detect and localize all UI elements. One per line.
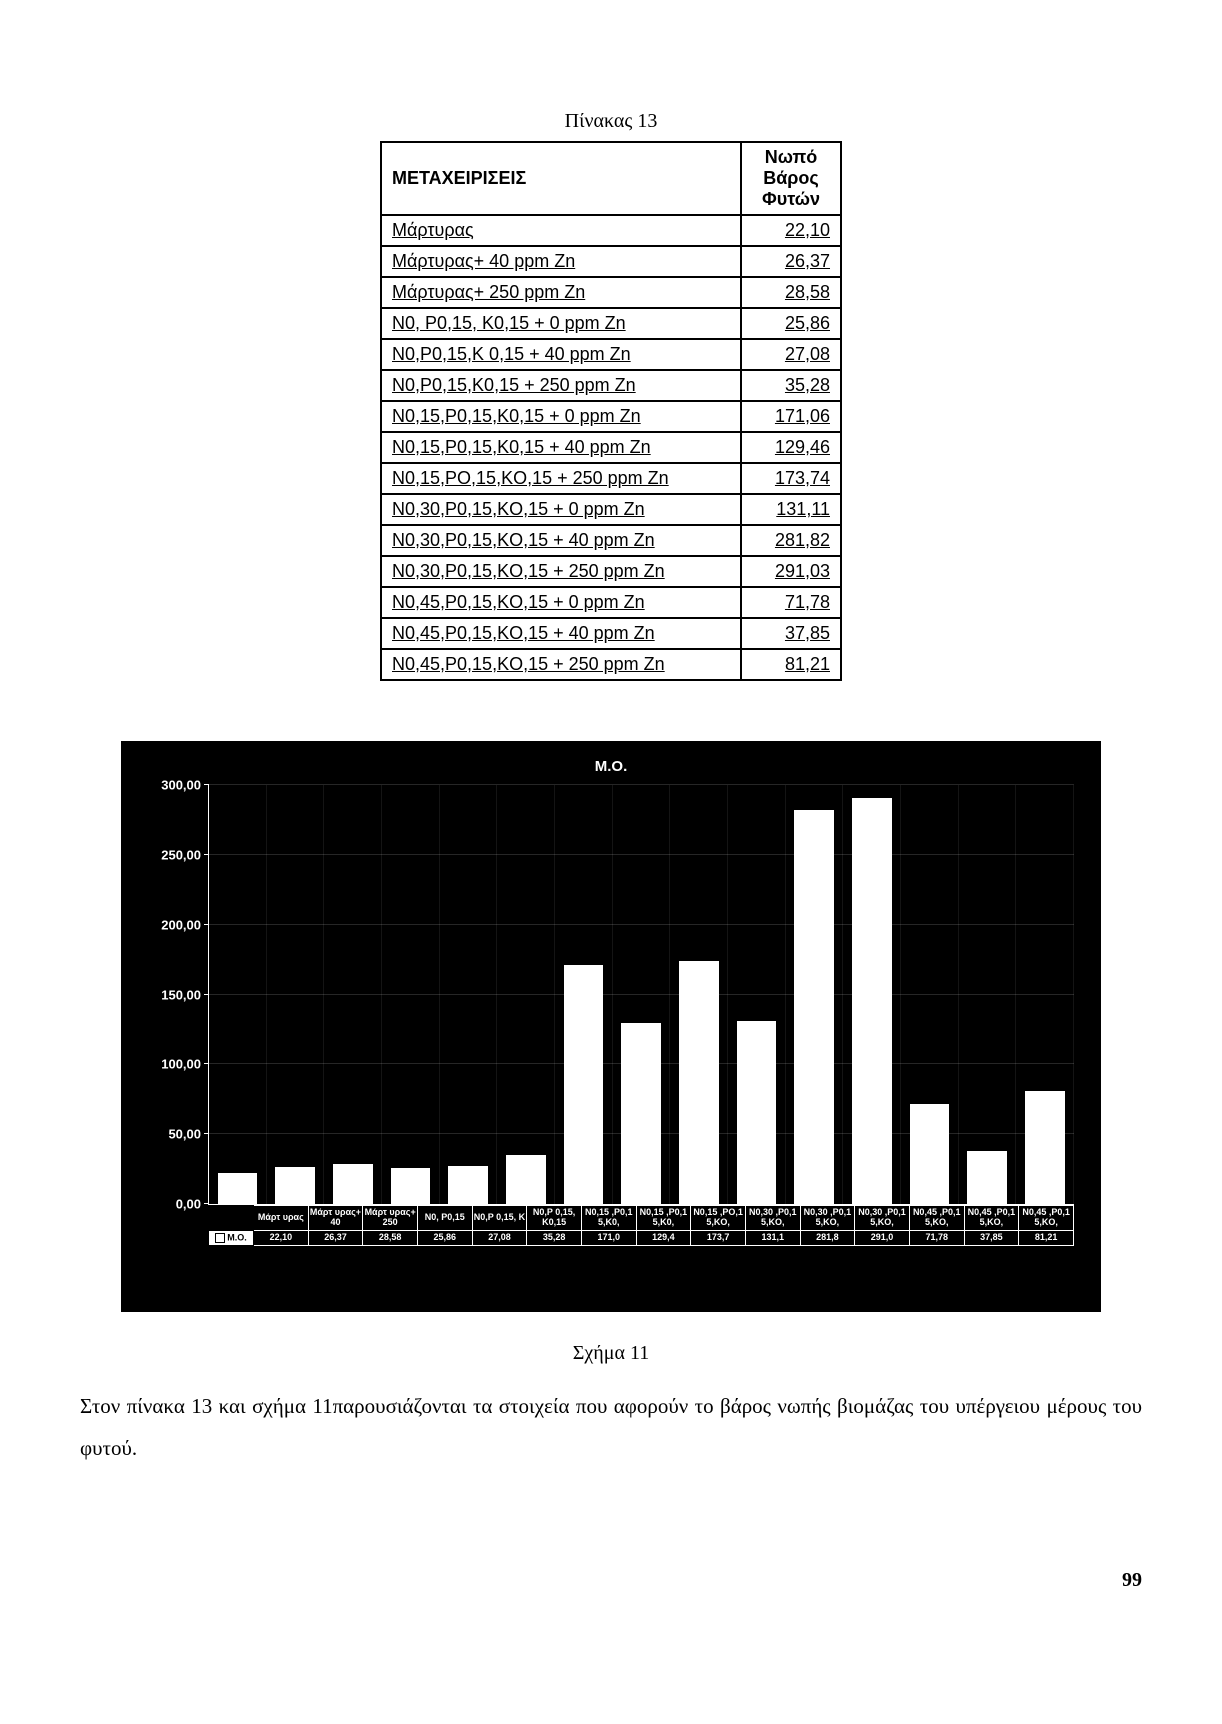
y-axis-label: 50,00 xyxy=(168,1127,209,1142)
table-row-value: 22,10 xyxy=(741,215,841,246)
y-axis-label: 200,00 xyxy=(161,917,209,932)
chart-value-label: 173,7 xyxy=(691,1230,746,1245)
table-row-label: N0,45,P0,15,KO,15 + 0 ppm Zn xyxy=(381,587,741,618)
table-row-label: N0,P0,15,K0,15 + 250 ppm Zn xyxy=(381,370,741,401)
chart-value-label: 37,85 xyxy=(964,1230,1019,1245)
table-row-value: 131,11 xyxy=(741,494,841,525)
bar xyxy=(910,1104,950,1204)
chart-value-label: 28,58 xyxy=(363,1230,418,1245)
table-row-label: Μάρτυρας+ 40 ppm Zn xyxy=(381,246,741,277)
chart-category-label: N0,45 ,P0,1 5,KO, xyxy=(1019,1206,1074,1231)
chart-category-label: N0,15 ,P0,1 5,K0, xyxy=(581,1206,636,1231)
bar xyxy=(391,1168,431,1204)
chart-value-label: 171,0 xyxy=(581,1230,636,1245)
table-row-label: N0,30,P0,15,KO,15 + 40 ppm Zn xyxy=(381,525,741,556)
chart-category-label: N0,P 0,15, K xyxy=(472,1206,527,1231)
table-row-value: 35,28 xyxy=(741,370,841,401)
table-row-label: Μάρτυρας+ 250 ppm Zn xyxy=(381,277,741,308)
chart-legend-label: M.O. xyxy=(209,1230,254,1245)
y-axis-label: 0,00 xyxy=(176,1197,209,1212)
table-row-label: Μάρτυρας xyxy=(381,215,741,246)
table-row-value: 25,86 xyxy=(741,308,841,339)
bar xyxy=(852,798,892,1204)
table-row-value: 81,21 xyxy=(741,649,841,680)
y-axis-label: 300,00 xyxy=(161,778,209,793)
chart-value-label: 35,28 xyxy=(527,1230,582,1245)
table-row-value: 27,08 xyxy=(741,339,841,370)
chart-value-label: 129,4 xyxy=(636,1230,691,1245)
table-row-value: 291,03 xyxy=(741,556,841,587)
bar xyxy=(967,1151,1007,1204)
table-row-value: 71,78 xyxy=(741,587,841,618)
body-paragraph: Στον πίνακα 13 και σχήμα 11παρουσιάζοντα… xyxy=(80,1385,1142,1469)
plot-area: 0,0050,00100,00150,00200,00250,00300,00 xyxy=(208,785,1074,1205)
bar xyxy=(333,1164,373,1204)
bar xyxy=(794,810,834,1204)
chart-category-label: N0,30 ,P0,1 5,KO, xyxy=(855,1206,910,1231)
table-row-label: N0,15,PO,15,KO,15 + 250 ppm Zn xyxy=(381,463,741,494)
chart-axis-table: Μάρτ υραςΜάρτ υρας+ 40Μάρτ υρας+ 250N0, … xyxy=(208,1205,1074,1246)
chart-category-label: Μάρτ υρας+ 40 xyxy=(308,1206,363,1231)
y-axis-label: 100,00 xyxy=(161,1057,209,1072)
table-header-value: Νωπό Βάρος Φυτών xyxy=(741,142,841,215)
table-row-label: N0,30,P0,15,KO,15 + 250 ppm Zn xyxy=(381,556,741,587)
table-row-label: N0,P0,15,K 0,15 + 40 ppm Zn xyxy=(381,339,741,370)
table-row-label: N0,15,P0,15,K0,15 + 0 ppm Zn xyxy=(381,401,741,432)
bar xyxy=(506,1155,546,1204)
y-axis-label: 150,00 xyxy=(161,987,209,1002)
bar xyxy=(275,1167,315,1204)
bar xyxy=(679,961,719,1204)
table-row-label: N0, P0,15, K0,15 + 0 ppm Zn xyxy=(381,308,741,339)
table-row-value: 37,85 xyxy=(741,618,841,649)
table-row-label: N0,15,P0,15,K0,15 + 40 ppm Zn xyxy=(381,432,741,463)
table-row-value: 171,06 xyxy=(741,401,841,432)
table-row-value: 281,82 xyxy=(741,525,841,556)
chart-category-label: N0,15 ,P0,1 5,K0, xyxy=(636,1206,691,1231)
chart-category-label: Μάρτ υρας xyxy=(254,1206,309,1231)
chart-value-label: 71,78 xyxy=(909,1230,964,1245)
chart-value-label: 281,8 xyxy=(800,1230,855,1245)
table-row-value: 129,46 xyxy=(741,432,841,463)
chart-value-label: 26,37 xyxy=(308,1230,363,1245)
chart-category-label: N0,30 ,P0,1 5,KO, xyxy=(745,1206,800,1231)
chart-value-label: 27,08 xyxy=(472,1230,527,1245)
table-header-label: ΜΕΤΑΧΕΙΡΙΣΕΙΣ xyxy=(381,142,741,215)
table-row-value: 26,37 xyxy=(741,246,841,277)
table-row-value: 28,58 xyxy=(741,277,841,308)
y-axis-label: 250,00 xyxy=(161,847,209,862)
chart-category-label: N0,45 ,P0,1 5,KO, xyxy=(964,1206,1019,1231)
chart-value-label: 22,10 xyxy=(254,1230,309,1245)
chart-value-label: 25,86 xyxy=(417,1230,472,1245)
page-number: 99 xyxy=(80,1569,1142,1592)
table-title: Πίνακας 13 xyxy=(80,110,1142,133)
chart-value-label: 291,0 xyxy=(855,1230,910,1245)
data-table: ΜΕΤΑΧΕΙΡΙΣΕΙΣ Νωπό Βάρος Φυτών Μάρτυρας2… xyxy=(380,141,842,681)
chart-category-label: Μάρτ υρας+ 250 xyxy=(363,1206,418,1231)
bar-chart: M.O. 0,0050,00100,00150,00200,00250,0030… xyxy=(121,741,1101,1312)
bar xyxy=(621,1023,661,1204)
bar xyxy=(737,1021,777,1204)
table-row-label: N0,45,P0,15,KO,15 + 40 ppm Zn xyxy=(381,618,741,649)
chart-category-label: N0,P 0,15, K0,15 xyxy=(527,1206,582,1231)
bar xyxy=(1025,1091,1065,1204)
table-row-value: 173,74 xyxy=(741,463,841,494)
chart-category-label: N0,45 ,P0,1 5,KO, xyxy=(909,1206,964,1231)
bar xyxy=(218,1173,258,1204)
chart-category-label: N0,15 ,PO,1 5,KO, xyxy=(691,1206,746,1231)
figure-caption: Σχήμα 11 xyxy=(80,1342,1142,1365)
table-row-label: N0,45,P0,15,KO,15 + 250 ppm Zn xyxy=(381,649,741,680)
chart-value-label: 131,1 xyxy=(745,1230,800,1245)
chart-category-label: N0, P0,15 xyxy=(417,1206,472,1231)
chart-category-label: N0,30 ,P0,1 5,KO, xyxy=(800,1206,855,1231)
bar xyxy=(564,965,604,1204)
chart-title: M.O. xyxy=(138,758,1084,775)
chart-value-label: 81,21 xyxy=(1019,1230,1074,1245)
table-row-label: N0,30,P0,15,KO,15 + 0 ppm Zn xyxy=(381,494,741,525)
bar xyxy=(448,1166,488,1204)
